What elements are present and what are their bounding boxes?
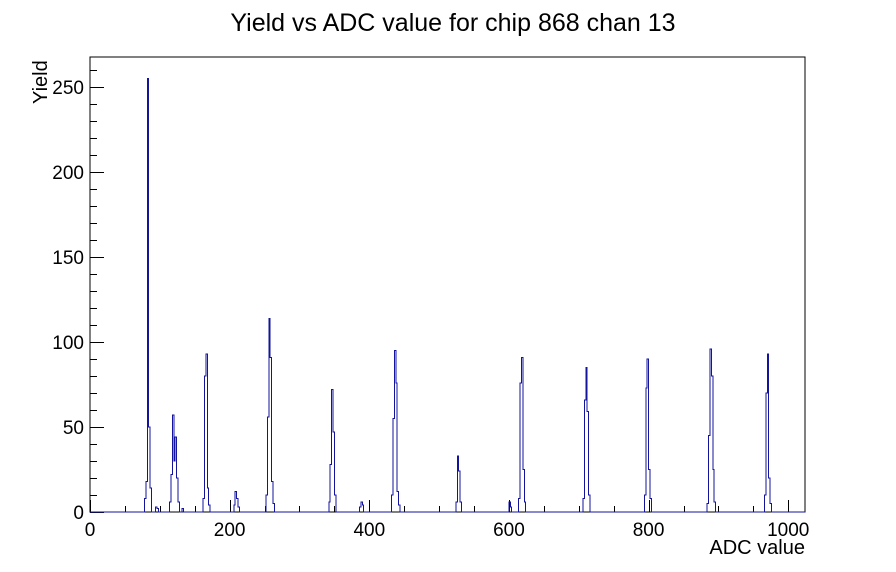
axis-ticks bbox=[90, 70, 789, 513]
histogram-line bbox=[90, 78, 805, 513]
y-axis-tick-label: 250 bbox=[52, 78, 84, 99]
x-axis-tick-label: 800 bbox=[633, 520, 665, 541]
x-axis-tick-label: 1000 bbox=[767, 520, 809, 541]
y-axis-tick-label: 50 bbox=[63, 418, 84, 439]
y-axis-tick-label: 100 bbox=[52, 333, 84, 354]
x-axis-tick-label: 400 bbox=[353, 520, 385, 541]
x-axis-tick-label: 200 bbox=[214, 520, 246, 541]
axis-tick-labels: 0 200 400 600 800 1000 0 50 100 150 200 250 bbox=[52, 78, 809, 541]
plot-frame bbox=[89, 56, 806, 513]
y-axis-title: Yield bbox=[30, 60, 52, 104]
x-axis-tick-label: 600 bbox=[493, 520, 525, 541]
chart-title: Yield vs ADC value for chip 868 chan 13 bbox=[230, 9, 675, 37]
x-axis-title: ADC value bbox=[709, 537, 805, 559]
x-axis-tick-label: 0 bbox=[85, 520, 96, 541]
y-axis-tick-label: 0 bbox=[73, 503, 84, 524]
y-axis-tick-label: 200 bbox=[52, 163, 84, 184]
y-axis-tick-label: 150 bbox=[52, 248, 84, 269]
